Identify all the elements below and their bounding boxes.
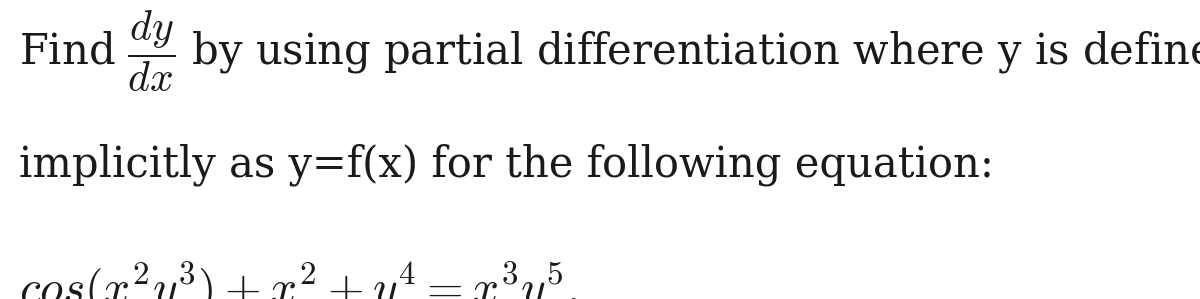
Text: Find $\dfrac{dy}{dx}$ by using partial differentiation where y is defined: Find $\dfrac{dy}{dx}$ by using partial d…: [19, 9, 1200, 94]
Text: $cos(x^2y^3) + x^2 + y^4 = x^3y^5.$: $cos(x^2y^3) + x^2 + y^4 = x^3y^5.$: [19, 260, 578, 299]
Text: implicitly as y=f(x) for the following equation:: implicitly as y=f(x) for the following e…: [19, 144, 994, 186]
